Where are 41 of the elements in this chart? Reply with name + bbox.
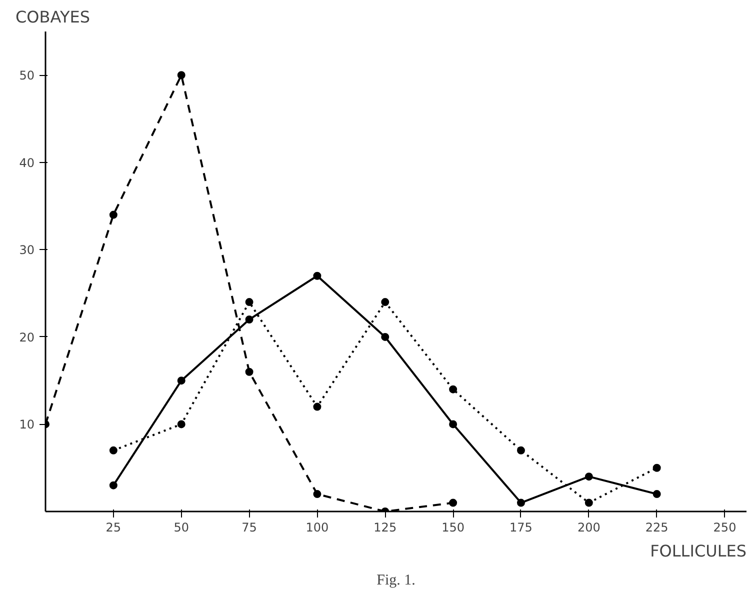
x-tick-label: 100 bbox=[306, 520, 329, 534]
point bbox=[177, 420, 186, 428]
x-tick-label: 250 bbox=[713, 520, 736, 534]
x-tick-label: 225 bbox=[645, 520, 668, 534]
point bbox=[652, 464, 661, 472]
x-tick-label: 50 bbox=[174, 520, 189, 534]
point bbox=[109, 481, 118, 490]
y-axis-title: COBAYES bbox=[16, 8, 90, 26]
point bbox=[109, 210, 118, 219]
point bbox=[449, 385, 458, 394]
point bbox=[652, 490, 661, 498]
x-tick-label: 75 bbox=[242, 520, 257, 534]
x-tick-label: 125 bbox=[374, 520, 397, 534]
y-tick-label: 50 bbox=[19, 68, 35, 83]
point bbox=[313, 402, 322, 411]
point bbox=[177, 376, 186, 385]
point bbox=[245, 316, 254, 324]
caption: Fig. 1. bbox=[376, 572, 416, 588]
point bbox=[245, 368, 254, 376]
y-tick-label: 30 bbox=[19, 243, 35, 258]
point bbox=[177, 71, 186, 80]
point bbox=[449, 498, 458, 507]
point bbox=[584, 472, 593, 481]
y-tick-label: 20 bbox=[19, 330, 35, 344]
x-tick-label: 150 bbox=[442, 520, 465, 534]
point bbox=[381, 298, 390, 306]
x-tick-label: 200 bbox=[577, 520, 600, 534]
point bbox=[313, 490, 322, 498]
point bbox=[313, 272, 322, 280]
x-tick-label: 25 bbox=[106, 520, 122, 534]
point bbox=[516, 446, 525, 454]
x-tick-label: 175 bbox=[510, 520, 532, 534]
x-axis-title: FOLLICULES bbox=[650, 542, 746, 560]
point bbox=[381, 332, 390, 341]
point bbox=[584, 498, 593, 507]
point bbox=[109, 446, 118, 454]
y-tick-label: 10 bbox=[19, 418, 35, 432]
point bbox=[449, 420, 458, 428]
point bbox=[245, 298, 254, 306]
y-tick-label: 40 bbox=[19, 156, 35, 170]
point bbox=[516, 498, 525, 507]
